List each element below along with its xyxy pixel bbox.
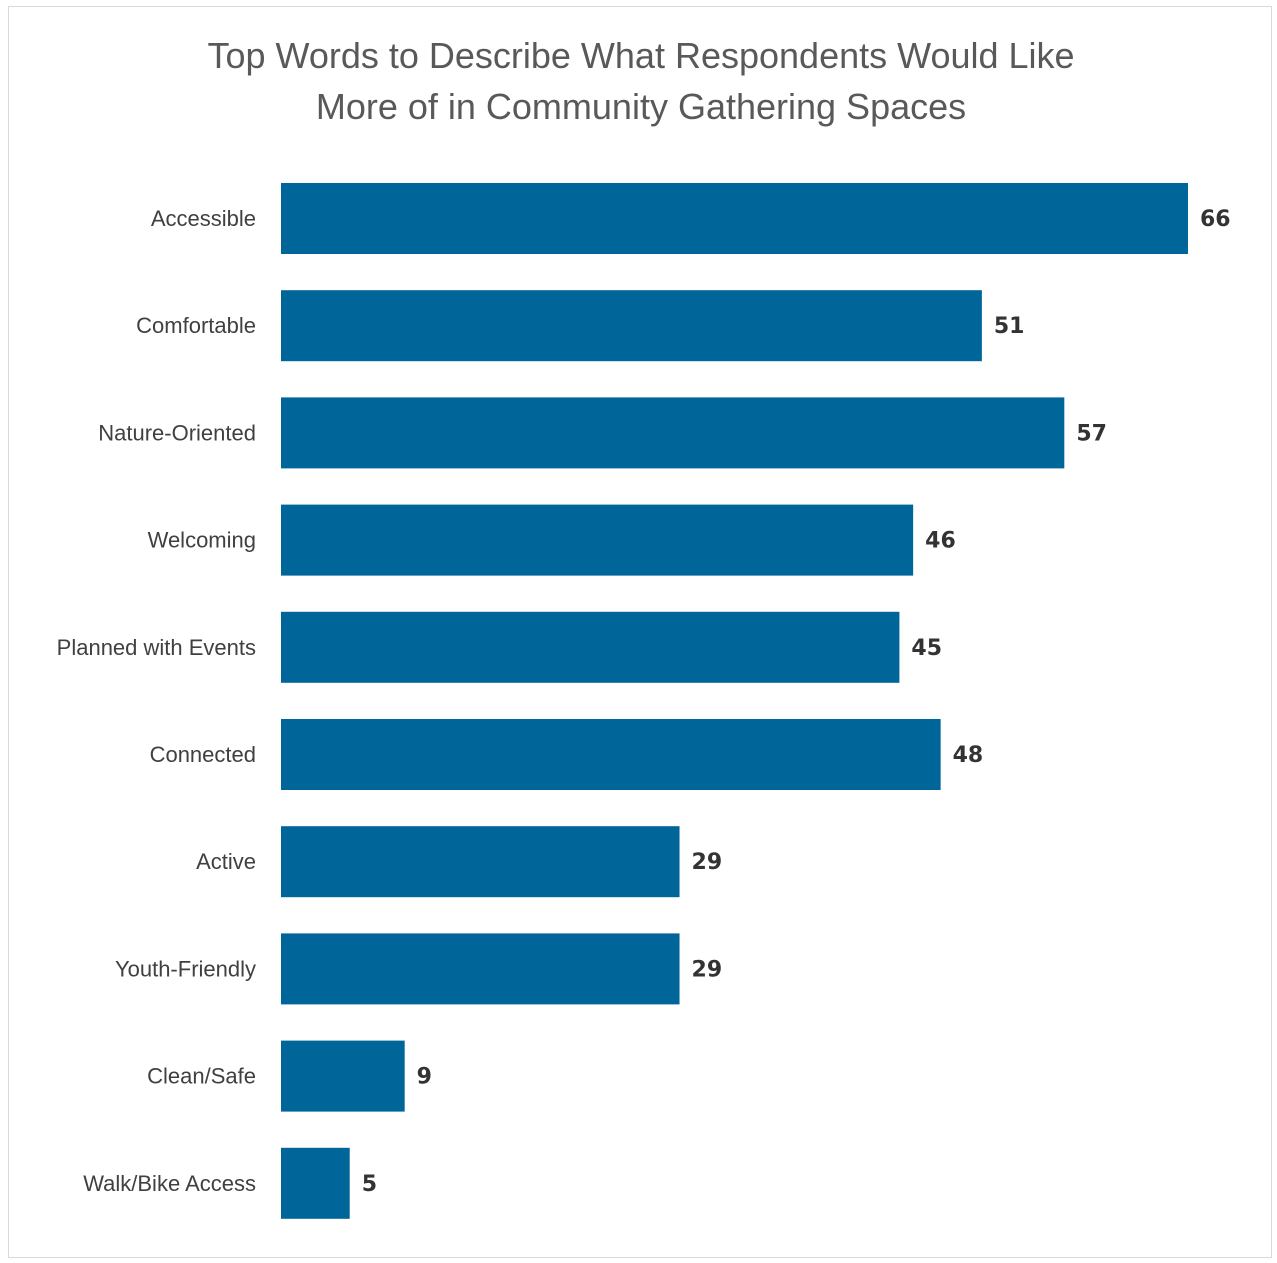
bar-group-accessible: Accessible 66	[151, 183, 1231, 254]
category-label: Nature-Oriented	[98, 420, 256, 445]
category-label: Connected	[150, 742, 256, 767]
bar-active	[281, 826, 680, 898]
category-label: Youth-Friendly	[115, 956, 256, 981]
data-label: 29	[692, 850, 723, 875]
bar-comfortable	[281, 290, 982, 362]
data-label: 51	[994, 314, 1025, 339]
bar-walk-bike-access	[281, 1147, 350, 1219]
bar-group-youth-friendly: Youth-Friendly 29	[115, 933, 723, 1005]
bar-group-active: Active 29	[196, 826, 723, 898]
bar-group-connected: Connected 48	[150, 719, 984, 790]
bar-group-welcoming: Welcoming 46	[148, 504, 956, 576]
chart-title-line-1: Top Words to Describe What Respondents W…	[207, 35, 1075, 76]
data-label: 45	[911, 636, 942, 661]
bar-youth-friendly	[281, 933, 680, 1005]
category-label: Planned with Events	[57, 635, 256, 660]
bar-group-walk-bike-access: Walk/Bike Access 5	[83, 1147, 377, 1219]
data-label: 57	[1076, 421, 1107, 446]
category-label: Walk/Bike Access	[83, 1171, 256, 1196]
bar-accessible	[281, 183, 1188, 254]
bar-group-comfortable: Comfortable 51	[136, 290, 1025, 362]
data-label: 29	[692, 957, 723, 982]
data-label: 9	[417, 1065, 432, 1090]
bar-nature-oriented	[281, 397, 1065, 469]
category-label: Active	[196, 849, 256, 874]
bar-group-clean-safe: Clean/Safe 9	[147, 1040, 432, 1112]
category-label: Welcoming	[148, 528, 256, 553]
chart-title: Top Words to Describe What Respondents W…	[0, 30, 1277, 132]
data-label: 46	[925, 529, 956, 554]
data-label: 48	[953, 743, 984, 768]
category-label: Accessible	[151, 206, 256, 231]
bar-welcoming	[281, 504, 914, 576]
bar-connected	[281, 719, 941, 790]
bar-group-nature-oriented: Nature-Oriented 57	[98, 397, 1107, 469]
data-label: 5	[362, 1172, 377, 1197]
data-label: 66	[1200, 207, 1231, 232]
chart-title-line-2: More of in Community Gathering Spaces	[315, 86, 967, 127]
bar-clean-safe	[281, 1040, 405, 1112]
category-label: Clean/Safe	[147, 1064, 256, 1089]
bar-planned-with-events	[281, 611, 900, 683]
bar-group-planned-with-events: Planned with Events 45	[57, 611, 942, 683]
category-label: Comfortable	[136, 313, 256, 338]
